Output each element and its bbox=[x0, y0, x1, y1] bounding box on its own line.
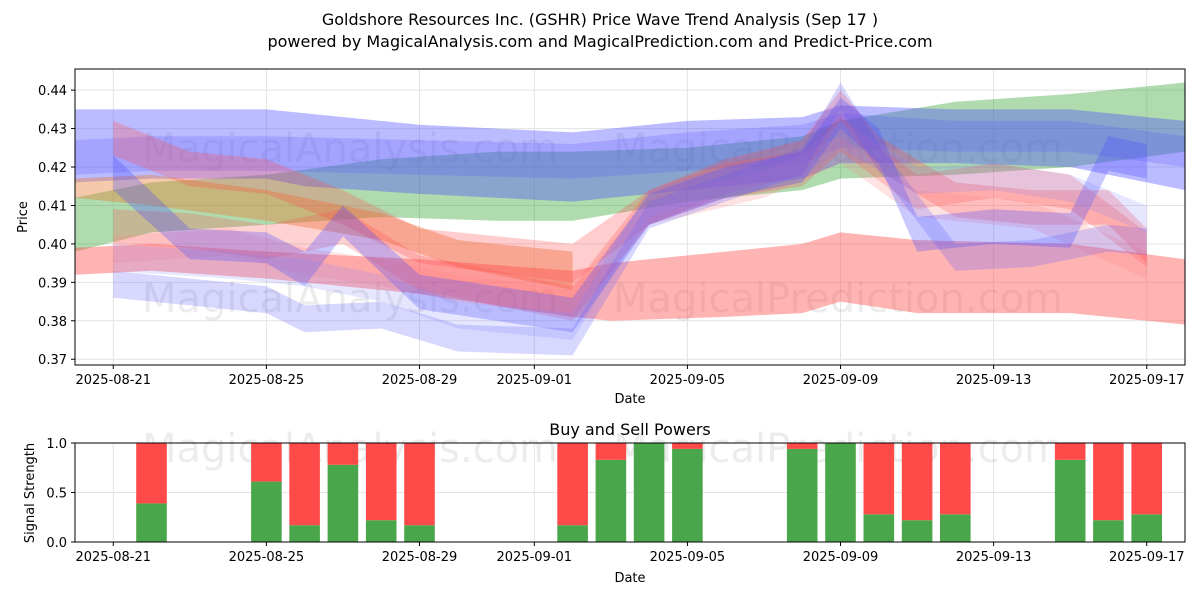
chart-subtitle: powered by MagicalAnalysis.com and Magic… bbox=[267, 32, 932, 51]
price-y-tick-label: 0.37 bbox=[38, 353, 67, 368]
price-y-tick-label: 0.42 bbox=[38, 161, 67, 176]
signal-bars bbox=[136, 443, 1162, 542]
price-band-red-swing-1 bbox=[113, 90, 1147, 283]
signal-y-tick-label: 1.0 bbox=[46, 437, 67, 452]
price-band-red-swing-3 bbox=[113, 136, 1147, 317]
buy-bar bbox=[289, 525, 320, 542]
price-bands bbox=[75, 82, 1185, 356]
signal-x-tick-label: 2025-08-21 bbox=[75, 550, 151, 565]
sell-bar bbox=[404, 443, 435, 526]
price-x-tick-label: 2025-09-05 bbox=[650, 373, 726, 388]
price-x-ticks: 2025-08-21 2025-08-25 2025-08-29 2025-09-01… bbox=[75, 365, 1185, 388]
sell-bar bbox=[595, 443, 627, 460]
buy-bar bbox=[825, 443, 856, 542]
price-x-axis-label: Date bbox=[614, 392, 645, 407]
signal-x-ticks: 2025-08-21 2025-08-25 2025-08-29 2025-09-01… bbox=[75, 542, 1185, 565]
price-y-tick-label: 0.44 bbox=[38, 84, 67, 99]
price-x-tick-label: 2025-09-13 bbox=[956, 373, 1032, 388]
price-y-tick-label: 0.38 bbox=[38, 315, 67, 330]
watermark-prediction-mid: MagicalPrediction.com bbox=[613, 276, 1063, 322]
buy-bar bbox=[1131, 514, 1162, 542]
buy-bar bbox=[595, 459, 627, 542]
signal-x-tick-label: 2025-09-01 bbox=[497, 550, 573, 565]
price-y-tick-label: 0.41 bbox=[38, 199, 67, 214]
price-y-tick-label: 0.39 bbox=[38, 276, 67, 291]
price-band-blue-band-2 bbox=[75, 113, 1185, 179]
buy-bar bbox=[365, 520, 397, 542]
buy-bar bbox=[633, 443, 665, 542]
sell-bar bbox=[1054, 443, 1086, 460]
price-band-red-swing-2 bbox=[113, 117, 1147, 321]
price-x-tick-label: 2025-08-21 bbox=[75, 373, 151, 388]
signal-x-tick-label: 2025-08-29 bbox=[382, 550, 458, 565]
price-y-ticks: 0.37 0.38 0.39 0.40 0.41 0.42 0.43 0.44 bbox=[38, 84, 75, 368]
sell-bar bbox=[289, 443, 320, 526]
buy-sell-title: Buy and Sell Powers bbox=[549, 420, 711, 439]
price-band-blue-band-1 bbox=[75, 105, 1185, 202]
sell-bar bbox=[1093, 443, 1124, 521]
buy-bar bbox=[786, 448, 818, 542]
sell-bar bbox=[365, 443, 397, 521]
buy-bar bbox=[1093, 520, 1124, 542]
price-grid bbox=[75, 69, 1185, 365]
buy-bar bbox=[672, 448, 703, 542]
signal-x-tick-label: 2025-09-09 bbox=[803, 550, 879, 565]
price-x-tick-label: 2025-09-01 bbox=[497, 373, 573, 388]
sell-bar bbox=[251, 443, 282, 482]
price-wave-panel: MagicalAnalysis.com MagicalPrediction.co… bbox=[16, 68, 1186, 407]
sell-bar bbox=[901, 443, 933, 521]
signal-x-tick-label: 2025-09-05 bbox=[650, 550, 726, 565]
buy-bar bbox=[251, 481, 282, 542]
price-axes-frame bbox=[74, 68, 1186, 366]
signal-x-tick-label: 2025-09-17 bbox=[1109, 550, 1185, 565]
sell-bar bbox=[327, 443, 359, 465]
signal-y-axis-label: Signal Strength bbox=[23, 443, 38, 543]
price-band-blue-swing-1 bbox=[113, 97, 1147, 333]
buy-bar bbox=[863, 514, 895, 542]
buy-bar bbox=[901, 520, 933, 542]
price-y-axis-label: Price bbox=[16, 201, 31, 233]
buy-bar bbox=[557, 525, 588, 542]
buy-bar bbox=[940, 514, 971, 542]
sell-bar bbox=[863, 443, 895, 515]
watermark-analysis-mid: MagicalAnalysis.com bbox=[142, 276, 558, 322]
sell-bar bbox=[786, 443, 818, 449]
price-band-green-band bbox=[75, 82, 1185, 252]
buy-bar bbox=[136, 503, 167, 542]
sell-bar bbox=[136, 443, 167, 504]
price-x-tick-label: 2025-08-25 bbox=[229, 373, 305, 388]
buy-bar bbox=[1054, 459, 1086, 542]
signal-x-axis-label: Date bbox=[614, 571, 645, 586]
price-band-red-main-band bbox=[75, 232, 1185, 325]
price-band-orange-band bbox=[75, 174, 573, 290]
price-x-tick-label: 2025-09-09 bbox=[803, 373, 879, 388]
signal-x-tick-label: 2025-09-13 bbox=[956, 550, 1032, 565]
watermark-prediction-top: MagicalPrediction.com bbox=[613, 126, 1063, 172]
signal-y-tick-label: 0.5 bbox=[46, 487, 67, 502]
signal-y-tick-label: 0.0 bbox=[46, 536, 67, 551]
sell-bar bbox=[557, 443, 588, 526]
price-band-blue-swing-3 bbox=[113, 120, 1147, 341]
signal-y-ticks: 0.0 0.5 1.0 bbox=[46, 437, 75, 551]
buy-bar bbox=[327, 464, 359, 542]
watermark-analysis-top: MagicalAnalysis.com bbox=[142, 126, 558, 172]
sell-bar bbox=[672, 443, 703, 449]
price-x-tick-label: 2025-09-17 bbox=[1109, 373, 1185, 388]
chart-title: Goldshore Resources Inc. (GSHR) Price Wa… bbox=[322, 10, 878, 29]
price-x-tick-label: 2025-08-29 bbox=[382, 373, 458, 388]
price-y-tick-label: 0.40 bbox=[38, 238, 67, 253]
buy-bar bbox=[404, 525, 435, 542]
sell-bar bbox=[940, 443, 971, 515]
price-y-tick-label: 0.43 bbox=[38, 123, 67, 138]
sell-bar bbox=[1131, 443, 1162, 515]
signal-x-tick-label: 2025-08-25 bbox=[229, 550, 305, 565]
buy-sell-panel: Buy and Sell Powers MagicalAnalysis.com … bbox=[23, 420, 1186, 586]
